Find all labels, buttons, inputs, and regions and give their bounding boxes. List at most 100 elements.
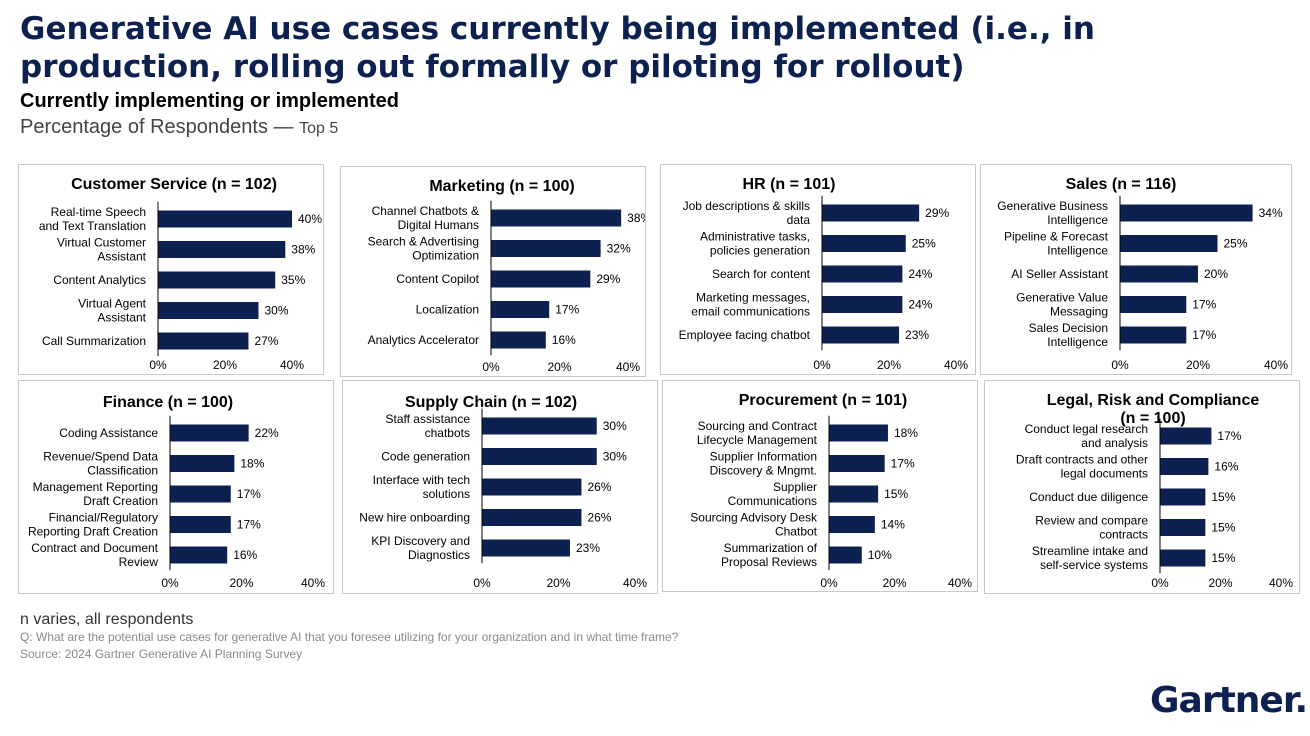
data-label: 20% — [1204, 267, 1228, 281]
data-label: 10% — [868, 548, 892, 562]
data-label: 23% — [576, 541, 600, 555]
data-label: 24% — [908, 267, 932, 281]
logo-text: Gartner — [1150, 680, 1295, 721]
x-tick-label: 20% — [547, 360, 571, 374]
category-label: Intelligence — [1047, 244, 1108, 258]
category-label: Communications — [728, 494, 817, 508]
category-label: Code generation — [381, 450, 470, 464]
data-label: 35% — [281, 273, 305, 287]
panel-finance: Finance (n = 100) 22% Coding Assistance 18%… — [18, 380, 334, 594]
category-label: Virtual Customer — [57, 236, 146, 250]
x-tick-label: 20% — [882, 576, 906, 590]
category-label: Job descriptions & skills — [683, 199, 810, 213]
x-tick-label: 40% — [948, 576, 972, 590]
x-tick-label: 20% — [877, 358, 901, 372]
bar — [482, 478, 582, 496]
x-tick-label: 40% — [623, 576, 647, 590]
category-label: Intelligence — [1047, 335, 1108, 349]
category-label: legal documents — [1061, 467, 1148, 481]
category-label: Contract and Document — [31, 541, 158, 555]
x-tick-label: 0% — [149, 358, 167, 372]
category-label: Sourcing Advisory Desk — [690, 511, 818, 525]
category-label: Optimization — [412, 249, 479, 263]
category-label: Reporting Draft Creation — [28, 525, 158, 539]
data-label: 30% — [265, 304, 289, 318]
category-label: Messaging — [1050, 305, 1108, 319]
bar — [158, 241, 286, 258]
category-label: Analytics Accelerator — [368, 333, 479, 347]
survey-question: Q: What are the potential use cases for … — [20, 630, 679, 644]
chart-svg: Customer Service (n = 102) 40% Real-time S… — [39, 176, 323, 372]
bar — [1120, 235, 1218, 252]
bar — [491, 301, 550, 318]
data-label: 40% — [298, 212, 322, 226]
chart-title: (n = 100) — [1120, 410, 1185, 427]
category-label: Call Summarization — [42, 334, 146, 348]
chart-title: Legal, Risk and Compliance — [1047, 392, 1260, 409]
bar — [822, 235, 906, 252]
category-label: email communications — [691, 305, 810, 319]
bar — [1120, 326, 1187, 344]
data-label: 26% — [587, 480, 611, 494]
x-tick-label: 20% — [213, 358, 237, 372]
chart-title: Finance (n = 100) — [103, 394, 233, 411]
data-label: 16% — [1214, 460, 1238, 474]
bar — [1160, 519, 1206, 536]
chart-title: Customer Service (n = 102) — [71, 176, 277, 193]
category-label: Intelligence — [1047, 213, 1108, 227]
data-label: 15% — [1211, 521, 1235, 535]
chart-svg: HR (n = 101) 29% Job descriptions & skills… — [679, 176, 969, 372]
bar — [491, 209, 622, 227]
data-label: 38% — [627, 211, 645, 225]
data-label: 25% — [912, 237, 936, 251]
data-label: 29% — [596, 272, 620, 286]
bar — [170, 516, 231, 533]
category-label: self-service systems — [1040, 558, 1148, 572]
category-label: AI Seller Assistant — [1011, 267, 1108, 281]
data-label: 17% — [555, 303, 579, 317]
data-label: 15% — [1211, 490, 1235, 504]
category-label: Draft Creation — [83, 494, 158, 508]
page-title: Generative AI use cases currently being … — [20, 11, 1095, 85]
x-tick-label: 40% — [301, 576, 325, 590]
x-tick-label: 0% — [1151, 576, 1169, 590]
data-label: 25% — [1224, 237, 1248, 251]
measure-label: Percentage of Respondents — Top 5 — [20, 116, 338, 139]
panel-legal-risk-compliance: Legal, Risk and Compliance (n = 100) 17% Co… — [984, 380, 1300, 594]
sample-note: n varies, all respondents — [20, 611, 194, 628]
category-label: Review — [119, 555, 159, 569]
chart-title: Procurement (n = 101) — [739, 392, 908, 409]
bar — [829, 516, 875, 533]
category-label: Employee facing chatbot — [679, 328, 811, 342]
data-label: 30% — [603, 419, 627, 433]
bar — [1160, 427, 1212, 445]
category-label: Summarization of — [724, 541, 818, 555]
chart-svg: Supply Chain (n = 102) 30% Staff assistanc… — [359, 394, 647, 590]
bar — [822, 204, 920, 222]
bar — [482, 509, 582, 526]
category-label: Search for content — [712, 267, 811, 281]
data-label: 17% — [237, 518, 261, 532]
x-tick-label: 40% — [1269, 576, 1293, 590]
category-label: data — [787, 213, 811, 227]
category-label: Proposal Reviews — [721, 555, 817, 569]
bar — [1120, 265, 1198, 283]
x-tick-label: 20% — [1208, 576, 1232, 590]
bar — [491, 331, 546, 349]
x-tick-label: 40% — [1264, 358, 1288, 372]
data-label: 15% — [884, 487, 908, 501]
bar — [1160, 458, 1209, 475]
data-label: 26% — [587, 511, 611, 525]
chart-svg: Marketing (n = 100) 38% Channel Chatbots &… — [368, 178, 645, 374]
panel-procurement: Procurement (n = 101) 18% Sourcing and Con… — [662, 380, 978, 592]
data-label: 17% — [237, 487, 261, 501]
category-label: Chatbot — [775, 525, 818, 539]
category-label: Generative Business — [997, 199, 1108, 213]
panel-sales: Sales (n = 116) 34% Generative Business Int… — [980, 164, 1292, 375]
data-label: 15% — [1211, 551, 1235, 565]
category-label: and analysis — [1081, 436, 1148, 450]
data-label: 34% — [1259, 206, 1283, 220]
chart-subtitle: Currently implementing or implemented — [20, 90, 399, 112]
measure-suffix: Top 5 — [299, 120, 339, 137]
category-label: chatbots — [425, 426, 470, 440]
